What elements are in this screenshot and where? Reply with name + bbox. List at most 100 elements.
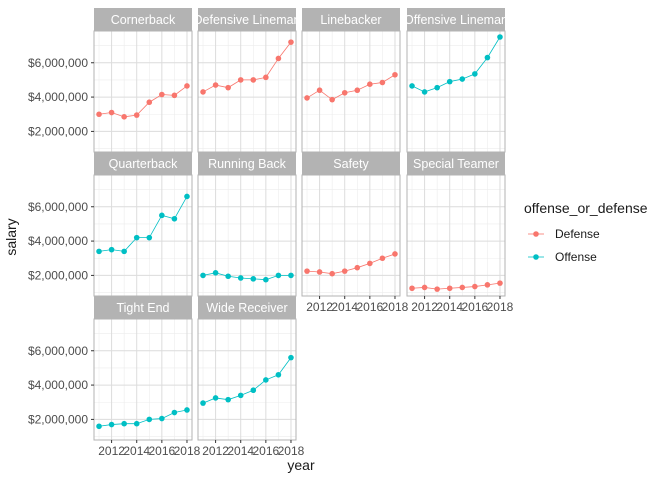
data-point [250,387,257,394]
x-tick-label: 2012 [306,300,333,314]
data-point [497,34,503,40]
data-point [497,280,503,286]
y-tick-label: $4,000,000 [28,234,88,248]
facet-strip [94,296,192,319]
data-point [329,96,335,103]
data-point [472,71,478,77]
y-tick-label: $6,000,000 [28,56,88,70]
data-point [108,109,115,116]
y-tick-label: $2,000,000 [28,268,88,282]
panel-cornerback: Cornerback $2,000,000 $4,000,000 $6,000,000 [28,8,193,153]
data-point [184,83,190,89]
y-tick-label: $4,000,000 [28,378,88,392]
panel-quarterback: Quarterback $2,000,000 $4,000,000 $6,000,00… [28,152,193,297]
panel-tight-end: Tight End $2,000,000 $4,000,000 $6,000,000 2… [28,296,201,458]
data-point [159,212,165,219]
panel-running-back: Running Back [197,152,297,297]
panel-border [301,174,401,297]
panel-defensive-lineman: Defensive Lineman [193,8,300,153]
x-axis-title: year [287,457,315,473]
data-point [200,272,206,279]
data-point [263,377,269,383]
x-tick-label: 2012 [411,300,438,314]
panel-background [197,174,297,297]
x-tick-label: 2016 [148,444,175,458]
x-tick-label: 2014 [123,444,150,458]
facet-title: Special Teamer [413,157,499,171]
data-point [484,282,491,288]
facet-strip [302,8,400,31]
panel-background [93,30,193,153]
data-point [159,91,165,98]
data-point [212,82,219,88]
facet-panels: Cornerback $2,000,000 $4,000,000 $6,000,000… [28,8,514,458]
data-point [96,111,102,118]
data-point [392,71,398,78]
data-point [434,84,440,91]
data-point [212,270,219,276]
data-point [421,284,428,291]
x-tick-label: 2016 [252,444,279,458]
data-point [184,193,190,200]
data-point [133,234,140,241]
legend-key-point [533,254,539,260]
data-point [354,264,361,271]
data-point [250,77,257,83]
data-point [409,285,415,292]
data-point [275,371,282,378]
legend-label: Defense [555,227,600,241]
facet-title: Defensive Lineman [193,13,300,27]
data-point [146,99,153,106]
data-point [341,268,348,274]
panel-offensive-lineman: Offensive Lineman [404,8,508,153]
data-point [121,420,127,427]
data-point [146,234,153,241]
panel-border [93,318,193,441]
data-point [484,54,491,61]
y-axis-title: salary [3,218,19,255]
panel-background [197,318,297,441]
panel-border [406,174,506,297]
panel-background [93,174,193,297]
facet-title: Safety [333,157,369,171]
data-point [225,84,231,91]
facet-title: Linebacker [320,13,381,27]
data-point [392,251,398,257]
data-point [212,395,219,401]
data-point [250,276,257,282]
data-point [159,415,165,422]
facet-strip [407,152,505,175]
x-tick-label: 2016 [356,300,383,314]
data-point [421,89,428,95]
panel-background [301,174,401,297]
data-point [316,269,323,275]
data-point [171,215,178,222]
panel-background [406,174,506,297]
facet-title: Offensive Lineman [404,13,508,27]
panel-background [197,30,297,153]
data-point [263,74,269,81]
legend-entry-defense: Defense [528,227,600,241]
x-tick-label: 2012 [202,444,229,458]
panel-border [197,318,297,441]
data-point [237,275,244,281]
data-point [329,270,335,277]
data-point [304,95,310,101]
data-point [367,81,373,88]
data-point [225,273,231,280]
facet-strip [198,8,296,31]
facet-title: Wide Receiver [206,301,287,315]
data-point [225,396,231,403]
data-point [275,272,282,279]
x-tick-label: 2012 [98,444,125,458]
y-tick-label: $6,000,000 [28,344,88,358]
data-point [200,400,206,406]
legend-title: offense_or_defense [524,200,648,216]
data-point [133,420,140,427]
data-point [446,78,453,85]
data-point [434,286,440,292]
data-point [446,285,453,292]
y-tick-label: $6,000,000 [28,200,88,214]
